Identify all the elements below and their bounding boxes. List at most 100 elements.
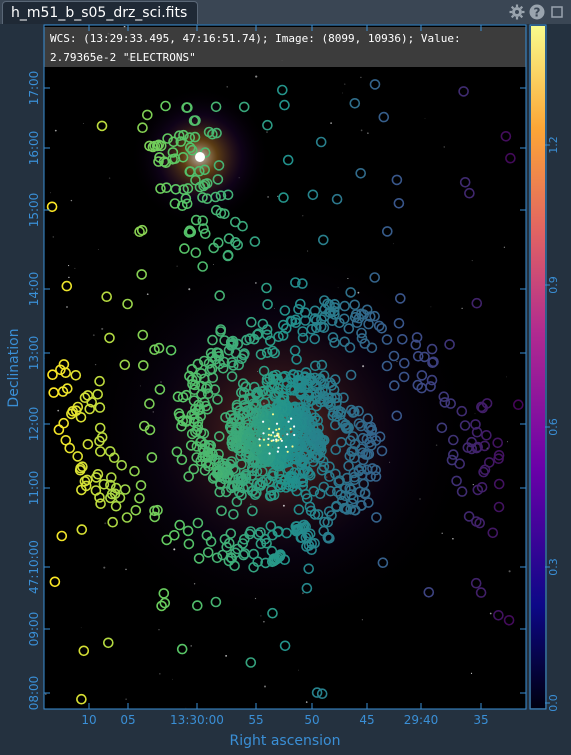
star	[68, 276, 70, 279]
region-circle[interactable]	[487, 527, 499, 539]
region-circle[interactable]	[96, 120, 108, 132]
region-circle[interactable]	[61, 280, 73, 292]
region-circle[interactable]	[307, 189, 319, 201]
region-circle[interactable]	[278, 192, 289, 203]
region-circle[interactable]	[492, 437, 504, 449]
galaxy-image[interactable]	[43, 25, 526, 709]
region-circle[interactable]	[46, 201, 58, 213]
region-circle[interactable]	[60, 367, 72, 379]
star	[255, 282, 257, 284]
region-circle[interactable]	[349, 98, 361, 109]
region-circle[interactable]	[179, 243, 190, 254]
region-circle[interactable]	[49, 576, 61, 588]
region-circle[interactable]	[331, 193, 343, 205]
star	[301, 592, 304, 595]
maximize-icon[interactable]	[549, 4, 565, 20]
region-circle[interactable]	[493, 478, 505, 490]
region-circle[interactable]	[493, 501, 505, 513]
tab-fits-file[interactable]: h_m51_b_s05_drz_sci.fits	[2, 1, 198, 24]
nucleus-star	[262, 438, 266, 441]
region-circle[interactable]	[76, 693, 87, 705]
star	[282, 504, 285, 507]
nucleus-star	[275, 438, 278, 441]
star	[158, 629, 160, 631]
star	[419, 498, 421, 500]
star	[267, 195, 270, 198]
galaxy-render	[43, 26, 524, 709]
region-circle[interactable]	[481, 429, 492, 441]
region-circle[interactable]	[505, 152, 516, 164]
star	[470, 672, 473, 675]
region-circle[interactable]	[134, 226, 145, 237]
star	[54, 129, 57, 132]
star	[173, 548, 176, 551]
star	[193, 583, 196, 585]
region-circle[interactable]	[64, 442, 76, 454]
region-circle[interactable]	[503, 614, 515, 626]
star	[344, 83, 346, 85]
nucleus-star	[278, 427, 281, 430]
region-circle[interactable]	[393, 198, 405, 209]
region-circle[interactable]	[101, 291, 113, 303]
region-circle[interactable]	[378, 111, 390, 123]
nucleus-star	[268, 452, 271, 455]
region-circle[interactable]	[70, 369, 82, 381]
region-circle[interactable]	[277, 84, 288, 96]
star	[441, 532, 443, 535]
region-circle[interactable]	[475, 587, 487, 598]
region-circle[interactable]	[76, 524, 88, 535]
toolbar-icons: ?	[509, 3, 565, 21]
star	[160, 381, 162, 383]
star	[45, 693, 47, 695]
region-circle[interactable]	[279, 640, 291, 652]
region-circle[interactable]	[464, 187, 475, 199]
star	[185, 707, 187, 709]
nucleus-star	[270, 434, 273, 437]
star	[103, 566, 106, 569]
region-circle[interactable]	[48, 387, 59, 398]
region-circle[interactable]	[136, 269, 147, 280]
region-circle[interactable]	[369, 79, 381, 90]
region-circle[interactable]	[78, 645, 90, 657]
region-circle[interactable]	[500, 131, 512, 142]
region-circle[interactable]	[103, 637, 114, 649]
region-circle[interactable]	[245, 657, 257, 668]
region-circle[interactable]	[381, 226, 393, 237]
star	[101, 327, 104, 330]
nucleus-star	[275, 428, 278, 431]
region-circle[interactable]	[176, 643, 188, 655]
region-circle[interactable]	[459, 177, 471, 188]
region-circle[interactable]	[315, 136, 327, 148]
star	[266, 131, 268, 133]
region-circle[interactable]	[56, 530, 68, 542]
gear-icon[interactable]	[509, 4, 525, 20]
region-circle[interactable]	[463, 511, 475, 522]
region-circle[interactable]	[471, 297, 483, 309]
region-circle[interactable]	[230, 216, 241, 228]
star	[139, 385, 142, 387]
nucleus-star	[275, 422, 279, 425]
star	[92, 334, 95, 337]
region-circle[interactable]	[282, 154, 294, 166]
region-circle[interactable]	[262, 119, 273, 131]
star	[396, 361, 398, 363]
star	[125, 568, 127, 571]
nucleus-star	[270, 439, 273, 442]
star	[489, 612, 492, 615]
star	[146, 293, 149, 296]
star	[52, 236, 55, 238]
region-circle[interactable]	[470, 577, 482, 589]
region-circle[interactable]	[391, 174, 403, 186]
region-circle[interactable]	[423, 586, 435, 598]
region-circle[interactable]	[512, 399, 524, 411]
region-circle[interactable]	[493, 609, 504, 621]
star	[94, 363, 97, 366]
help-icon[interactable]: ?	[529, 4, 545, 20]
region-circle[interactable]	[355, 168, 367, 179]
region-circle[interactable]	[458, 86, 469, 97]
star	[347, 277, 349, 280]
region-circle[interactable]	[279, 99, 290, 111]
nucleus-star	[285, 445, 288, 448]
star	[393, 243, 394, 245]
region-circle[interactable]	[58, 417, 70, 429]
